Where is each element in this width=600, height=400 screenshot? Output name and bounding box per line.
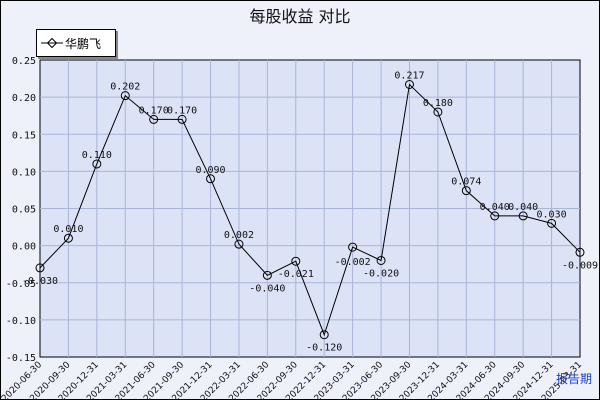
data-label: 0.217 (394, 71, 424, 82)
data-label: 0.040 (480, 202, 510, 213)
data-point (404, 80, 414, 90)
data-label: 0.010 (53, 224, 83, 235)
y-tick-label: -0.15 (6, 353, 36, 364)
data-point (319, 330, 329, 340)
data-label: -0.020 (363, 268, 399, 279)
data-label: 0.030 (537, 209, 567, 220)
data-point (433, 107, 443, 117)
data-point (234, 239, 244, 249)
y-tick-label: -0.05 (6, 279, 36, 290)
data-point (149, 114, 159, 124)
data-point (575, 247, 585, 257)
data-label: 0.040 (508, 202, 538, 213)
y-tick-label: 0.25 (12, 56, 36, 67)
data-point (376, 255, 386, 265)
data-point (262, 270, 272, 280)
data-point (547, 218, 557, 228)
x-axis: 2020-06-302020-09-302020-12-312021-03-31… (0, 360, 584, 400)
data-label: 0.074 (451, 177, 481, 188)
chart-title: 每股收益 对比 (249, 7, 351, 26)
y-tick-label: 0.10 (12, 167, 36, 178)
x-axis-label: 报告期 (556, 371, 592, 386)
data-point (490, 211, 500, 221)
data-label: 0.002 (224, 230, 254, 241)
series-line (39, 83, 581, 337)
data-label: -0.030 (22, 276, 58, 287)
data-point (63, 233, 73, 243)
data-label: -0.120 (306, 343, 342, 354)
data-point (35, 263, 45, 273)
data-label: -0.009 (562, 260, 598, 271)
data-label: 0.090 (195, 165, 225, 176)
legend: 华鹏飞 (36, 29, 116, 57)
y-tick-label: 0.15 (12, 130, 36, 141)
data-point (461, 186, 471, 196)
data-point (518, 211, 528, 221)
data-label: 0.110 (82, 150, 112, 161)
legend-label: 华鹏飞 (65, 37, 102, 51)
data-label: -0.002 (335, 257, 371, 268)
data-point (177, 114, 187, 124)
data-label: 0.180 (423, 98, 453, 109)
data-point (120, 91, 130, 101)
y-tick-label: 0.00 (12, 242, 36, 253)
y-axis: -0.15 -0.10 -0.05 0.00 0.05 0.10 0.15 0.20 0.25 (6, 56, 36, 364)
data-label: -0.021 (278, 269, 314, 280)
y-tick-label: 0.20 (12, 93, 36, 104)
data-label: 0.202 (110, 82, 140, 93)
data-label: 0.170 (167, 105, 197, 116)
data-points (35, 80, 585, 340)
data-label: -0.040 (249, 283, 285, 294)
series-line-path (39, 83, 581, 337)
legend-marker-icon (41, 37, 63, 49)
data-point (291, 256, 301, 266)
data-point (348, 242, 358, 252)
y-tick-label: -0.10 (6, 316, 36, 327)
data-point (92, 159, 102, 169)
y-tick-label: 0.05 (12, 205, 36, 216)
grid-lines (40, 60, 580, 357)
data-point (206, 174, 216, 184)
data-label: 0.170 (139, 105, 169, 116)
